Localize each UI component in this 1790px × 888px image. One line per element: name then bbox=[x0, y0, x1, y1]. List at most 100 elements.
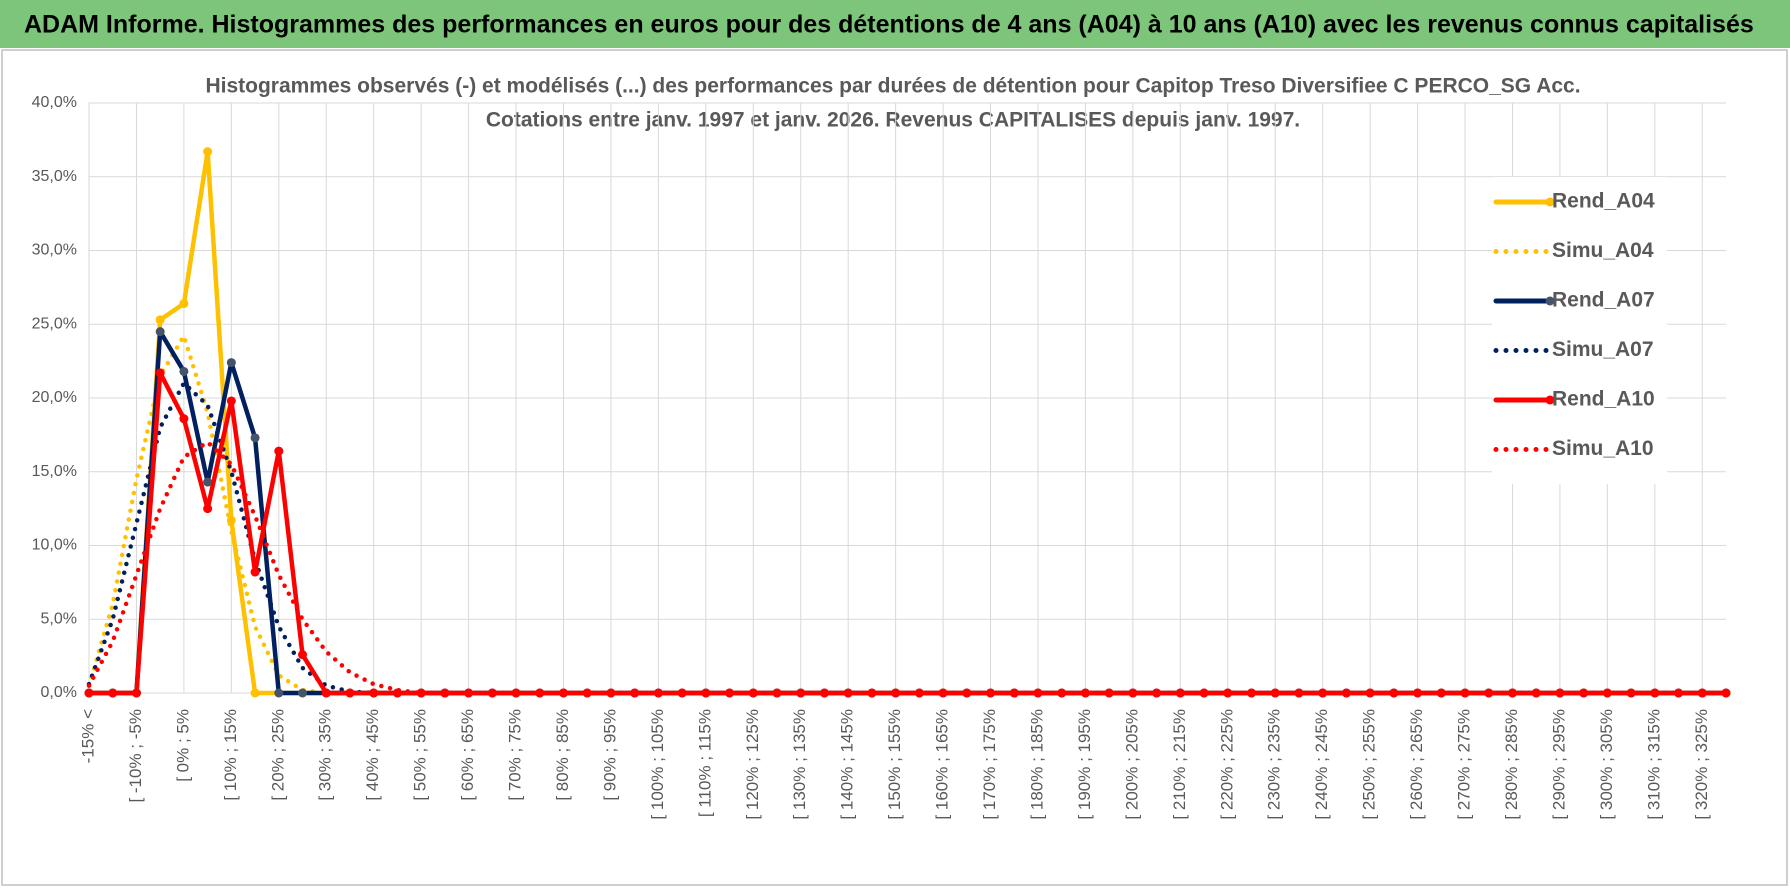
x-tick-label: [ 300% ; 305% bbox=[1597, 709, 1616, 820]
x-tick-label: [ 90% ; 95% bbox=[600, 709, 619, 801]
x-tick-label: [ 320% ; 325% bbox=[1692, 709, 1711, 820]
point bbox=[203, 147, 213, 157]
point bbox=[108, 688, 118, 698]
legend: Rend_A04 Simu_A04 Rend_A07 Simu_A07 Rend_A10… bbox=[1492, 177, 1667, 484]
x-tick-label: [ 200% ; 205% bbox=[1122, 709, 1141, 820]
x-tick-label: [ 230% ; 235% bbox=[1265, 709, 1284, 820]
point bbox=[1009, 688, 1019, 698]
point bbox=[321, 688, 331, 698]
y-tick-label: 40,0% bbox=[32, 94, 77, 111]
point bbox=[558, 688, 568, 698]
x-tick-label: [ 310% ; 315% bbox=[1644, 709, 1663, 820]
legend-label: Rend_A07 bbox=[1552, 289, 1655, 312]
y-tick-label: 15,0% bbox=[32, 463, 77, 480]
legend-label: Simu_A04 bbox=[1552, 239, 1654, 262]
x-tick-label: [ 140% ; 145% bbox=[838, 709, 857, 820]
point bbox=[1460, 688, 1470, 698]
x-tick-label: [ 250% ; 255% bbox=[1360, 709, 1379, 820]
point bbox=[250, 433, 260, 443]
point bbox=[819, 688, 829, 698]
x-tick-label: [ 10% ; 15% bbox=[221, 709, 240, 801]
legend-marker bbox=[1545, 395, 1555, 405]
point bbox=[1650, 688, 1660, 698]
point bbox=[1531, 688, 1541, 698]
point bbox=[748, 688, 758, 698]
point bbox=[274, 446, 284, 456]
point bbox=[938, 688, 948, 698]
series-line bbox=[86, 440, 1729, 696]
point bbox=[345, 688, 355, 698]
x-tick-label: [ 220% ; 225% bbox=[1217, 709, 1236, 820]
x-tick-label: [ 80% ; 85% bbox=[553, 709, 572, 801]
x-tick-label: [ 20% ; 25% bbox=[268, 709, 287, 801]
point bbox=[298, 688, 308, 698]
legend-marker bbox=[1545, 296, 1555, 306]
y-tick-label: 20,0% bbox=[32, 389, 77, 406]
legend-marker bbox=[1545, 197, 1555, 207]
header-bar bbox=[0, 0, 1790, 48]
x-tick-label: [ 170% ; 175% bbox=[980, 709, 999, 820]
point bbox=[1389, 688, 1399, 698]
x-tick-label: [ 270% ; 275% bbox=[1455, 709, 1474, 820]
point bbox=[179, 366, 189, 376]
y-tick-label: 5,0% bbox=[41, 610, 77, 627]
point bbox=[226, 358, 236, 368]
point bbox=[179, 414, 189, 424]
x-tick-label: [ 280% ; 285% bbox=[1502, 709, 1521, 820]
point bbox=[1128, 688, 1138, 698]
legend-label: Rend_A04 bbox=[1552, 190, 1655, 213]
point bbox=[1721, 688, 1731, 698]
y-tick-label: 30,0% bbox=[32, 242, 77, 259]
x-tick-label: [ 70% ; 75% bbox=[506, 709, 525, 801]
x-tick-label: [ -10% ; -5% bbox=[126, 709, 145, 803]
point bbox=[203, 477, 213, 487]
x-tick-label: [ 0% ; 5% bbox=[173, 709, 192, 782]
point bbox=[84, 688, 94, 698]
x-tick-label: [ 130% ; 135% bbox=[790, 709, 809, 820]
x-tick-label: [ 110% ; 115% bbox=[695, 709, 714, 817]
point bbox=[155, 327, 165, 337]
point bbox=[250, 567, 260, 577]
y-tick-label: 25,0% bbox=[32, 315, 77, 332]
x-tick-label: [ 50% ; 55% bbox=[411, 709, 430, 801]
point bbox=[606, 688, 616, 698]
legend-label: Simu_A10 bbox=[1552, 437, 1654, 460]
legend-label: Rend_A10 bbox=[1552, 388, 1655, 411]
point bbox=[867, 688, 877, 698]
x-tick-label: [ 120% ; 125% bbox=[743, 709, 762, 820]
y-tick-label: 35,0% bbox=[32, 168, 77, 185]
y-tick-label: 10,0% bbox=[32, 537, 77, 554]
point bbox=[1270, 688, 1280, 698]
chart-title: Histogrammes observés (-) et modélisés (… bbox=[205, 75, 1580, 98]
point bbox=[487, 688, 497, 698]
point bbox=[179, 299, 189, 309]
point bbox=[250, 688, 260, 698]
page-header: ADAM Informe. Histogrammes des performan… bbox=[24, 11, 1754, 39]
point bbox=[1080, 688, 1090, 698]
x-tick-label: [ 180% ; 185% bbox=[1027, 709, 1046, 820]
x-tick-label: [ 240% ; 245% bbox=[1312, 709, 1331, 820]
legend-label: Simu_A07 bbox=[1552, 338, 1654, 361]
point bbox=[274, 688, 284, 698]
point bbox=[1579, 688, 1589, 698]
legend-box bbox=[1492, 177, 1667, 484]
x-tick-label: [ 160% ; 165% bbox=[933, 709, 952, 820]
point bbox=[416, 688, 426, 698]
y-tick-label: 0,0% bbox=[41, 684, 77, 701]
chart-border bbox=[1, 49, 1788, 886]
x-tick-label: [ 30% ; 35% bbox=[316, 709, 335, 801]
point bbox=[1057, 688, 1067, 698]
x-tick-label: [ 150% ; 155% bbox=[885, 709, 904, 820]
point bbox=[203, 504, 213, 514]
chart-subtitle: Cotations entre janv. 1997 et janv. 2026… bbox=[486, 109, 1300, 132]
point bbox=[1199, 688, 1209, 698]
x-tick-label: [ 190% ; 195% bbox=[1075, 709, 1094, 820]
point bbox=[155, 368, 165, 378]
x-tick-label: [ 290% ; 295% bbox=[1549, 709, 1568, 820]
point bbox=[796, 688, 806, 698]
x-tick-label: -15% < bbox=[78, 709, 97, 763]
point bbox=[226, 396, 236, 406]
x-tick-label: [ 210% ; 215% bbox=[1170, 709, 1189, 820]
